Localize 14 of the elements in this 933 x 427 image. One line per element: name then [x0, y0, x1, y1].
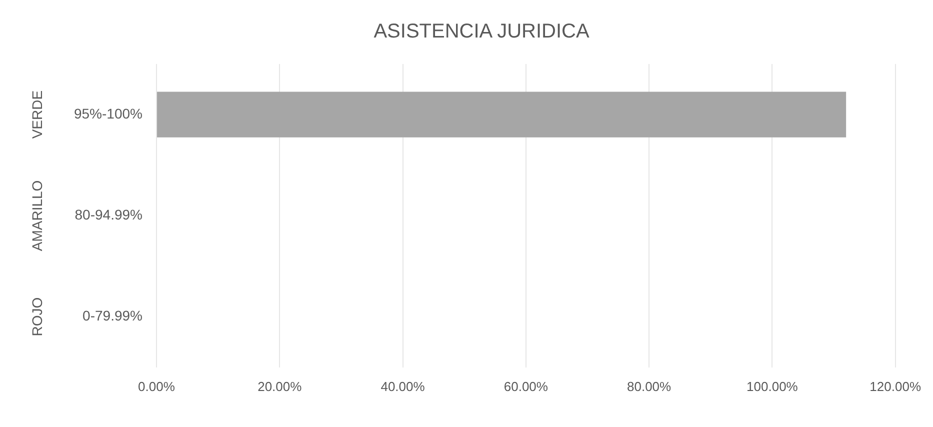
- text: VERDE: [28, 90, 45, 139]
- x-tick-label: 0.00%: [138, 378, 176, 394]
- y-tick-label: 0-79.99%: [82, 308, 142, 324]
- y-tick-label: 80-94.99%: [74, 206, 142, 223]
- x-tick-label: 40.00%: [380, 378, 426, 394]
- text: ROJO: [28, 297, 45, 336]
- text: AMARILLO: [28, 180, 45, 252]
- x-tick-label: 100.00%: [746, 378, 798, 394]
- x-tick-label: 20.00%: [258, 378, 302, 394]
- x-tick-label: 120.00%: [870, 378, 922, 394]
- x-tick-label: 60.00%: [504, 378, 548, 394]
- chart-title: ASISTENCIA JURIDICA: [374, 20, 590, 43]
- x-tick-label: 80.00%: [627, 378, 672, 394]
- y-tick-label: 95%-100%: [74, 105, 142, 122]
